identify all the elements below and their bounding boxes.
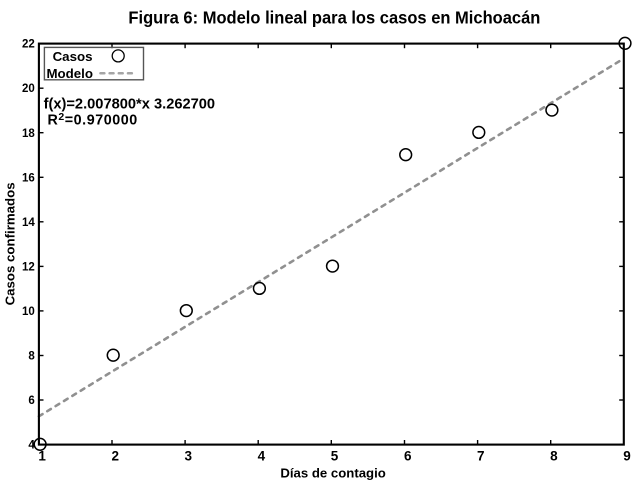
svg-text:Días de contagio: Días de contagio [280,466,385,480]
svg-text:8: 8 [28,351,35,363]
svg-text:16: 16 [22,172,35,184]
svg-text:Figura 6: Modelo lineal para l: Figura 6: Modelo lineal para los casos e… [128,8,540,28]
svg-text:10: 10 [22,306,35,318]
svg-text:R2=0.970000: R2=0.970000 [48,111,138,128]
svg-text:20: 20 [22,83,35,95]
svg-text:6: 6 [28,395,34,407]
svg-text:Modelo: Modelo [46,66,93,81]
svg-text:12: 12 [22,261,35,273]
svg-text:4: 4 [258,449,266,464]
svg-text:Casos confirmados: Casos confirmados [2,182,17,305]
svg-text:8: 8 [550,449,558,464]
svg-text:f(x)=2.007800*x 3.262700: f(x)=2.007800*x 3.262700 [44,96,216,112]
svg-text:2: 2 [111,449,119,464]
svg-text:14: 14 [22,217,35,229]
svg-text:1: 1 [38,449,46,464]
svg-text:5: 5 [331,449,339,464]
svg-text:22: 22 [22,39,35,51]
svg-text:3: 3 [185,449,193,464]
svg-text:9: 9 [623,449,631,464]
svg-text:Casos: Casos [53,49,93,64]
svg-text:18: 18 [22,128,35,140]
svg-text:4: 4 [28,440,35,452]
svg-text:7: 7 [477,449,485,464]
svg-text:6: 6 [404,449,412,464]
